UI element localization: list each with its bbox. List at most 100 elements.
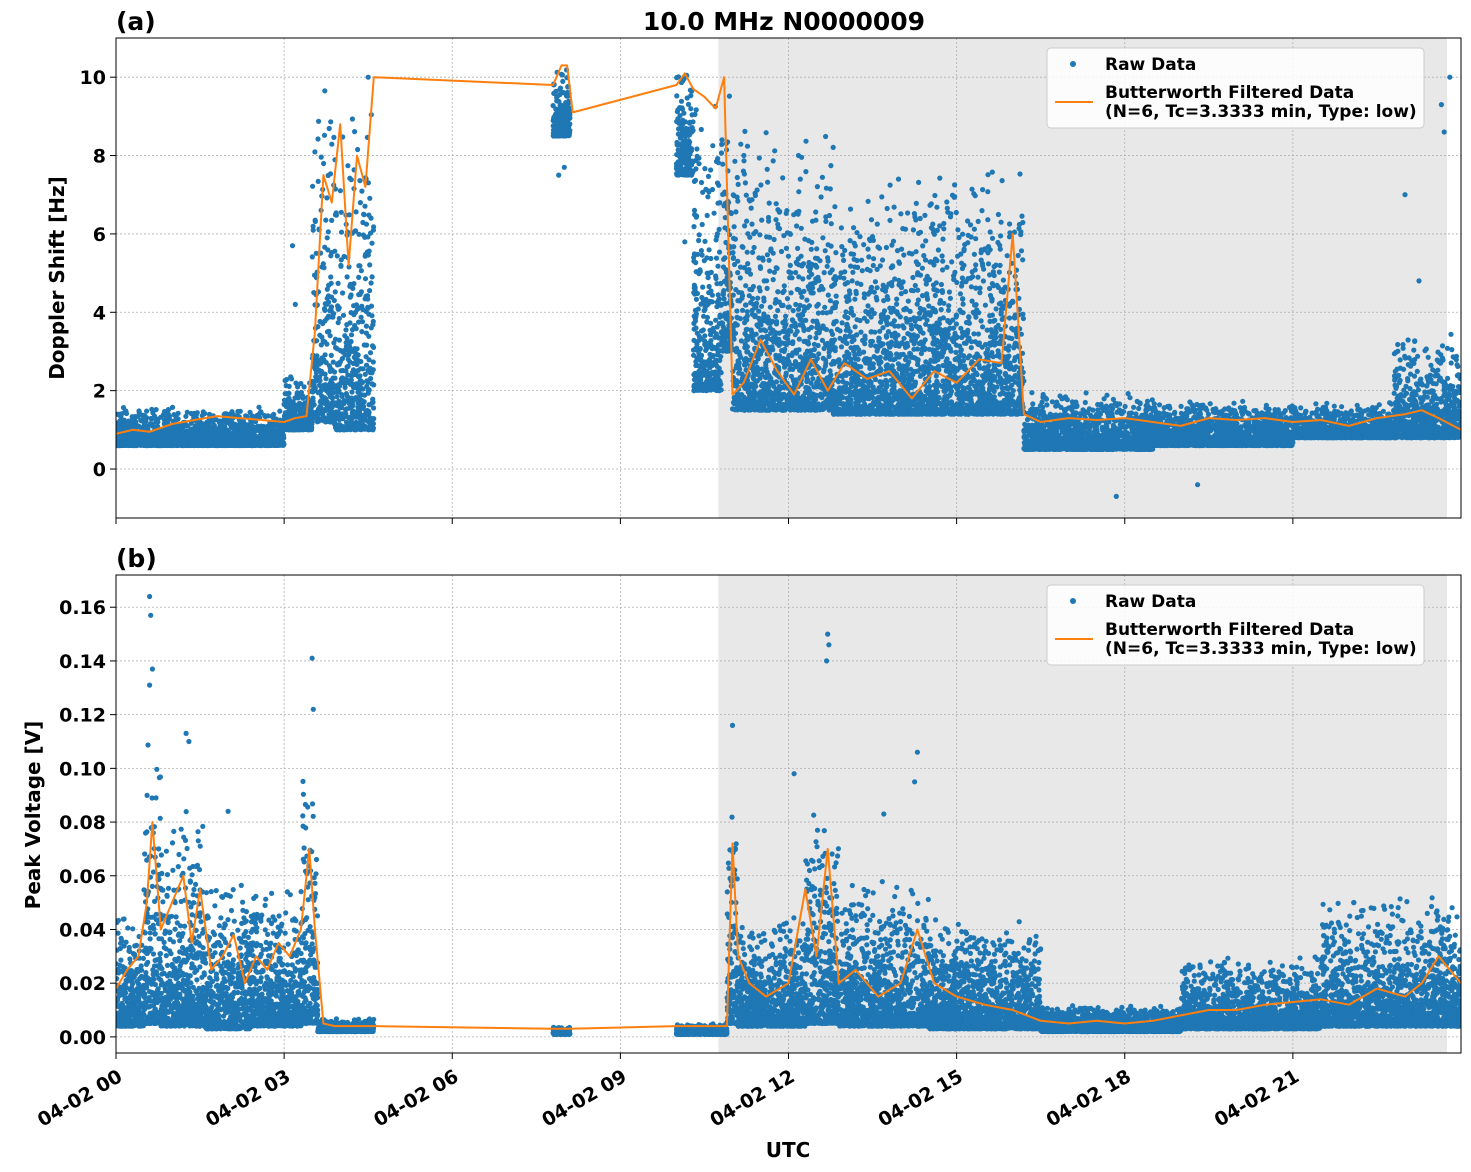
raw-data-point [796, 189, 802, 195]
raw-data-point [735, 270, 741, 276]
raw-data-point [704, 319, 710, 325]
raw-data-point [363, 323, 369, 329]
raw-data-point [311, 364, 317, 370]
raw-data-point [324, 295, 330, 301]
raw-data-point [359, 392, 365, 398]
raw-data-point [266, 427, 272, 433]
raw-data-point [324, 301, 330, 307]
raw-data-point [237, 434, 243, 440]
raw-data-point [688, 106, 694, 112]
raw-data-point [152, 442, 159, 448]
raw-data-point [310, 227, 316, 233]
raw-data-point [742, 180, 749, 186]
raw-data-point [323, 360, 329, 366]
raw-data-point [817, 384, 823, 390]
raw-data-point [707, 373, 713, 379]
raw-data-point [768, 246, 774, 252]
raw-data-point [722, 255, 728, 261]
raw-data-point [265, 441, 271, 447]
raw-data-point [714, 180, 721, 186]
raw-data-point [801, 288, 807, 294]
raw-data-point [364, 342, 370, 348]
raw-data-point [768, 330, 774, 336]
raw-data-point [827, 186, 833, 192]
raw-data-point [121, 440, 127, 446]
raw-data-point [368, 280, 374, 286]
raw-data-point [141, 416, 147, 422]
raw-data-point [316, 118, 322, 124]
raw-data-point [346, 421, 353, 427]
raw-data-point [148, 421, 154, 427]
raw-data-point [826, 376, 832, 382]
raw-data-point [325, 247, 331, 253]
raw-data-point [153, 407, 159, 413]
raw-data-point [317, 318, 323, 325]
raw-data-point [327, 393, 333, 399]
raw-data-point [328, 119, 334, 125]
raw-data-point [735, 298, 741, 304]
raw-data-point [752, 380, 758, 386]
raw-data-point [342, 333, 348, 339]
raw-data-point [557, 85, 564, 91]
raw-data-point [341, 401, 347, 407]
raw-data-point [743, 283, 749, 289]
raw-data-point [345, 356, 351, 362]
raw-data-point [551, 127, 557, 133]
raw-data-point [714, 231, 721, 237]
raw-data-point [334, 253, 340, 259]
raw-data-point [713, 255, 720, 261]
raw-data-point [687, 132, 693, 138]
raw-data-point [369, 240, 375, 246]
raw-data-point [776, 209, 783, 215]
raw-data-point [364, 378, 370, 384]
raw-data-point [738, 141, 744, 147]
raw-data-point [232, 426, 238, 432]
raw-data-point [814, 318, 820, 324]
raw-data-point [756, 394, 763, 400]
raw-data-point [364, 418, 371, 424]
raw-data-point [554, 110, 560, 116]
raw-data-point [121, 434, 127, 440]
raw-data-point [678, 98, 685, 104]
raw-data-point [682, 119, 688, 125]
raw-data-point [819, 337, 826, 343]
raw-data-point [828, 163, 834, 169]
raw-data-point [337, 405, 343, 411]
raw-data-point [357, 200, 363, 206]
raw-data-point [693, 166, 699, 172]
raw-data-point [347, 397, 353, 403]
raw-data-point [771, 236, 777, 243]
raw-data-point [719, 141, 725, 147]
raw-data-point [352, 309, 358, 315]
raw-data-point [353, 326, 359, 332]
raw-data-point [329, 217, 335, 223]
raw-data-point [781, 288, 787, 294]
raw-data-point [788, 373, 795, 379]
raw-data-point [742, 223, 748, 229]
raw-data-point [735, 405, 741, 411]
raw-data-point [795, 152, 802, 159]
raw-data-point [744, 143, 751, 149]
raw-data-point [563, 100, 569, 106]
raw-data-point [756, 155, 762, 161]
raw-data-point [806, 274, 812, 280]
raw-data-point [765, 179, 771, 185]
raw-data-point [788, 270, 794, 276]
raw-data-point [712, 372, 718, 378]
raw-data-point [235, 422, 242, 428]
raw-data-point [699, 221, 705, 228]
raw-data-point [813, 335, 819, 341]
raw-data-point [367, 195, 373, 201]
raw-data-point [820, 323, 826, 329]
raw-data-point [352, 350, 359, 356]
y-axis-label-a: Doppler Shift [Hz] [45, 176, 69, 380]
raw-data-point [783, 373, 789, 379]
raw-data-point [363, 330, 369, 336]
raw-data-point [329, 294, 335, 300]
raw-data-point [745, 231, 751, 237]
raw-data-point [701, 387, 708, 393]
raw-data-point [744, 313, 750, 319]
raw-data-point [369, 313, 375, 319]
raw-data-point [315, 136, 321, 142]
